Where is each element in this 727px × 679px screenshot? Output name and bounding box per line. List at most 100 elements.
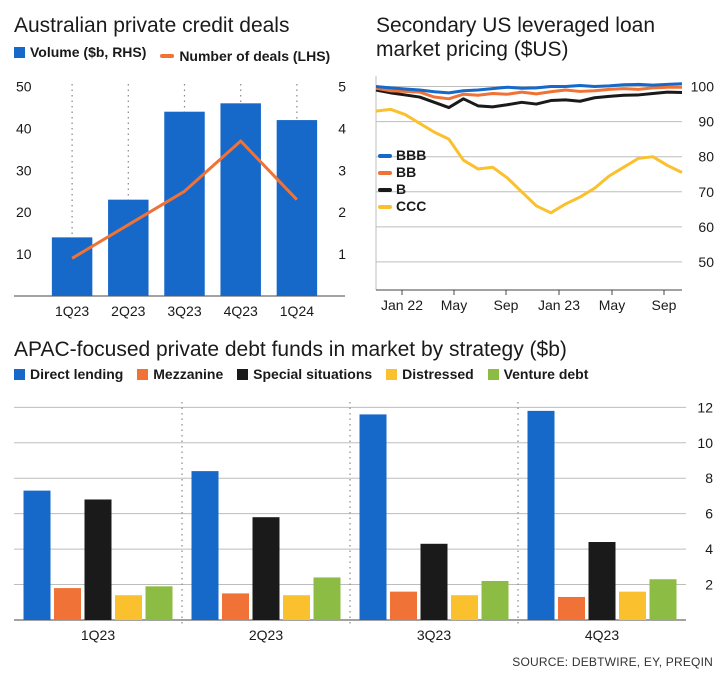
y-tick-label: 90: [698, 114, 714, 130]
y-right-tick-label: 3: [338, 162, 346, 178]
x-tick-label: 2Q23: [111, 303, 145, 319]
bar-special-situations-2q23: [252, 517, 280, 620]
legend-distressed: Distressed: [386, 366, 474, 382]
y-left-tick-label: 40: [16, 120, 32, 136]
chart3-title: APAC-focused private debt funds in marke…: [14, 338, 567, 361]
legend-swatch-volume: [14, 46, 25, 58]
x-tick-label: Jan 23: [538, 297, 580, 313]
x-tick-label: Sep: [494, 297, 519, 313]
bar-venture-debt-1q23: [145, 586, 173, 620]
legend-swatch-ccc: [378, 205, 392, 209]
legend-swatch-distressed: [386, 368, 398, 380]
y-right-tick-label: 1: [338, 246, 346, 262]
y-left-tick-label: 30: [16, 162, 32, 178]
legend-swatch-b: [378, 188, 392, 192]
x-tick-label: May: [441, 297, 467, 313]
bar-distressed-1q23: [115, 595, 142, 620]
legend-label-direct-lending: Direct lending: [30, 366, 124, 382]
legend-swatch-bb: [378, 171, 392, 175]
legend-swatch-mezzanine: [137, 368, 149, 380]
legend-label-mezzanine: Mezzanine: [153, 366, 224, 382]
chart1-legend: Volume ($b, RHS) Number of deals (LHS): [14, 44, 340, 64]
bar-venture-debt-3q23: [481, 581, 509, 620]
legend-swatch-special-situations: [237, 368, 249, 380]
x-tick-label: 2Q23: [249, 627, 283, 643]
y-tick-label: 100: [691, 79, 715, 95]
y-tick-label: 10: [697, 435, 713, 451]
bar-direct-lending-3q23: [359, 414, 387, 620]
x-tick-label: 1Q23: [81, 627, 115, 643]
line-b: [375, 88, 683, 110]
legend-label-distressed: Distressed: [402, 366, 474, 382]
y-tick-label: 50: [698, 254, 714, 270]
legend-swatch-venture-debt: [487, 368, 499, 380]
y-tick-label: 80: [698, 149, 714, 165]
x-tick-label: 4Q23: [585, 627, 619, 643]
x-tick-label: 1Q23: [55, 303, 89, 319]
x-tick-label: 1Q24: [280, 303, 314, 319]
bar-mezzanine-2q23: [222, 593, 249, 620]
y-right-tick-label: 4: [338, 120, 346, 136]
y-left-tick-label: 20: [16, 204, 32, 220]
bar-direct-lending-1q23: [23, 490, 51, 620]
bar-venture-debt-4q23: [649, 579, 677, 620]
x-tick-label: Sep: [652, 297, 677, 313]
source-note: SOURCE: DEBTWIRE, EY, PREQIN: [512, 655, 713, 669]
legend-swatch-direct-lending: [14, 368, 25, 380]
legend-label-special-situations: Special situations: [253, 366, 373, 382]
bar-direct-lending-2q23: [191, 471, 219, 620]
bar-distressed-4q23: [619, 591, 646, 620]
x-tick-label: May: [599, 297, 625, 313]
legend-label-b: B: [396, 181, 406, 197]
y-left-tick-label: 50: [16, 79, 32, 95]
legend-swatch-deals: [160, 53, 175, 58]
bar-special-situations-4q23: [588, 542, 616, 620]
bar-volume-2q23: [108, 199, 149, 296]
legend-label-bb: BB: [396, 164, 416, 180]
line-bbb: [375, 82, 683, 95]
line-ccc: [375, 107, 683, 215]
legend-label-venture-debt: Venture debt: [503, 366, 589, 382]
y-tick-label: 70: [698, 184, 714, 200]
x-tick-label: 3Q23: [417, 627, 451, 643]
chart3-plot: 2 4 6 8 10 12 1Q23 2Q23 3Q23 4Q23: [14, 399, 713, 643]
legend-venture-debt: Venture debt: [487, 366, 589, 382]
line-bb: [375, 85, 682, 101]
bar-special-situations-3q23: [420, 543, 448, 620]
legend-deals: Number of deals (LHS): [160, 48, 330, 64]
bar-distressed-2q23: [283, 595, 310, 620]
x-tick-label: 4Q23: [224, 303, 258, 319]
bar-direct-lending-4q23: [527, 410, 555, 620]
y-tick-label: 12: [697, 399, 713, 415]
y-tick-label: 8: [705, 470, 713, 486]
y-right-tick-label: 2: [338, 204, 346, 220]
legend-label-bbb: BBB: [396, 147, 426, 163]
legend-label-ccc: CCC: [396, 198, 426, 214]
legend-volume: Volume ($b, RHS): [14, 44, 146, 60]
x-tick-label: 3Q23: [167, 303, 201, 319]
legend-direct-lending: Direct lending: [14, 366, 123, 382]
legend-mezzanine: Mezzanine: [137, 366, 223, 382]
y-left-tick-label: 10: [16, 246, 32, 262]
bar-special-situations-1q23: [84, 499, 112, 620]
bar-volume-3q23: [164, 111, 205, 296]
bar-distressed-3q23: [451, 595, 478, 620]
legend-swatch-bbb: [378, 154, 392, 158]
bar-venture-debt-2q23: [313, 577, 341, 620]
y-tick-label: 60: [698, 219, 714, 235]
y-tick-label: 4: [705, 541, 713, 557]
bar-volume-1q24: [276, 120, 318, 296]
y-tick-label: 2: [705, 577, 713, 593]
chart1-title: Australian private credit deals: [14, 14, 290, 37]
legend-label-deals: Number of deals (LHS): [179, 47, 331, 64]
legend-special-situations: Special situations: [237, 366, 372, 382]
bar-mezzanine-4q23: [558, 596, 585, 620]
bar-volume-1q23: [51, 237, 93, 296]
y-tick-label: 6: [705, 506, 713, 522]
y-right-tick-label: 5: [338, 79, 346, 95]
legend-label-volume: Volume ($b, RHS): [30, 44, 147, 60]
chart1-plot: 10 20 30 40 50 1 2 3 4 5 1Q23 2Q23 3Q23 4Q23 1Q24: [14, 79, 346, 319]
bar-mezzanine-3q23: [390, 591, 417, 620]
